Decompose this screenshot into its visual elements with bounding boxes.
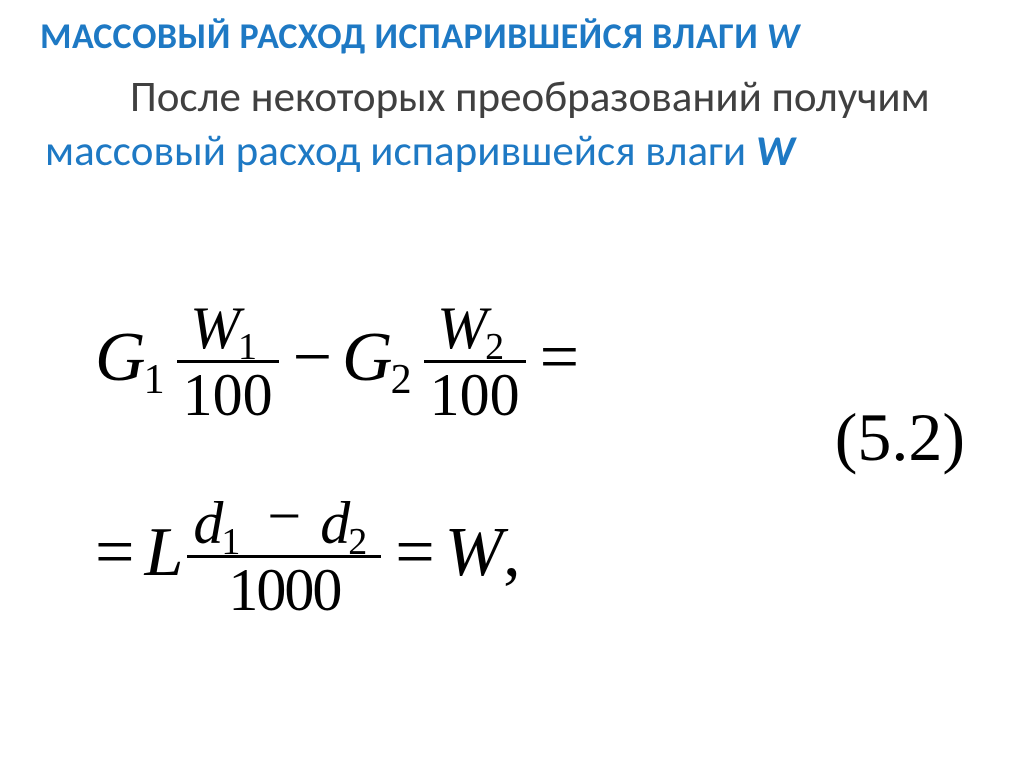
op-eq-1: =: [540, 318, 579, 398]
slide-title: МАССОВЫЙ РАСХОД ИСПАРИВШЕЙСЯ ВЛАГИ W: [40, 14, 1000, 58]
den-100-b: 100: [424, 363, 526, 427]
num-d1: d: [193, 493, 223, 553]
num-d2-sub: 2: [348, 521, 367, 563]
title-text: МАССОВЫЙ РАСХОД ИСПАРИВШЕЙСЯ ВЛАГИ: [40, 14, 767, 58]
op-eq-3: =: [395, 513, 434, 593]
equation-number-value: 5.2: [857, 399, 942, 475]
sub-G1: 1: [144, 356, 165, 404]
num-d1-sub: 1: [221, 521, 240, 563]
formula-line-2: = L d1 − d2 1000 = W,: [95, 468, 521, 638]
frac-W2-100: W2 100: [424, 289, 526, 426]
title-variable: W: [767, 14, 800, 58]
body-paragraph: После некоторых преобразований получим м…: [45, 70, 955, 178]
num-W2-sub: 2: [485, 326, 504, 368]
sym-G2: G: [342, 318, 393, 398]
frac-W1-100: W1 100: [177, 289, 279, 426]
frac-d1d2-1000: d1 − d2 1000: [187, 484, 381, 621]
body-highlight-variable: W: [756, 124, 795, 177]
sym-W: W: [445, 513, 503, 593]
sub-G2: 2: [391, 356, 412, 404]
slide: МАССОВЫЙ РАСХОД ИСПАРИВШЕЙСЯ ВЛАГИ W Пос…: [0, 0, 1024, 767]
body-highlight: массовый расход испарившейся влаги: [45, 124, 756, 177]
equation-number: (5.2): [835, 398, 965, 477]
op-eq-2: =: [95, 513, 134, 593]
formula-line-1: G1 W1 100 − G2 W2 100 =: [95, 273, 589, 443]
sym-G1: G: [95, 318, 146, 398]
sym-L: L: [144, 513, 183, 593]
num-W2: W: [437, 298, 487, 358]
den-1000: 1000: [222, 558, 346, 622]
num-W1: W: [190, 298, 240, 358]
op-minus-1: −: [293, 318, 332, 398]
body-pre: После некоторых преобразований получим: [130, 70, 930, 123]
num-minus: −: [267, 483, 301, 549]
num-d2: d: [320, 493, 350, 553]
num-W1-sub: 1: [238, 326, 257, 368]
comma: ,: [503, 513, 521, 593]
den-100-a: 100: [177, 363, 279, 427]
